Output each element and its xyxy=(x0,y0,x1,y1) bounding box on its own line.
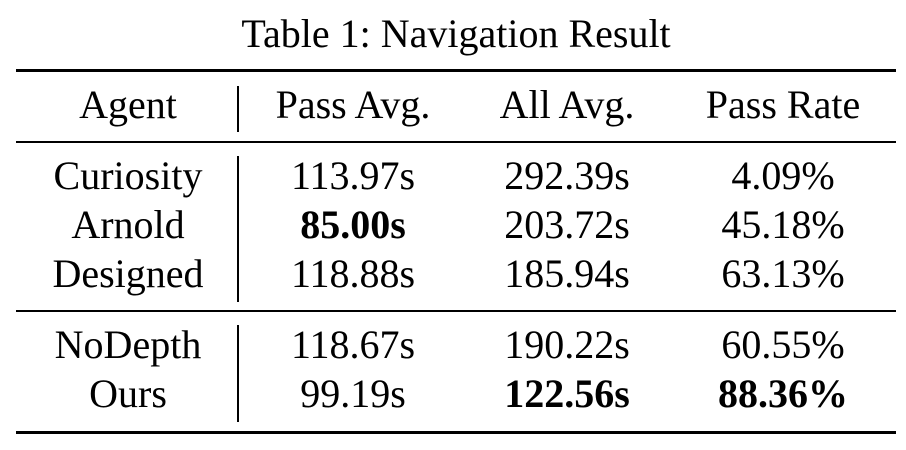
header-rule xyxy=(16,141,896,143)
all-avg-cell: 185.94s xyxy=(504,251,630,296)
header-agent: Agent xyxy=(79,82,177,127)
pass-avg-cell: 99.19s xyxy=(300,371,406,416)
all-avg-cell: 190.22s xyxy=(504,322,630,367)
header-column-separator xyxy=(237,86,239,132)
pass-rate-cell: 88.36% xyxy=(718,371,848,416)
pass-rate-cell: 4.09% xyxy=(731,153,835,198)
agent-cell: NoDepth xyxy=(54,322,202,367)
group2-column-separator xyxy=(237,325,239,422)
top-rule xyxy=(16,69,896,72)
group-rule xyxy=(16,310,896,312)
pass-avg-cell: 118.88s xyxy=(290,251,416,296)
agent-cell: Arnold xyxy=(71,202,185,247)
pass-avg-cell: 118.67s xyxy=(290,322,416,367)
pass-avg-cell: 113.97s xyxy=(290,153,416,198)
header-pass-avg: Pass Avg. xyxy=(275,82,431,127)
all-avg-cell: 292.39s xyxy=(504,153,630,198)
agent-cell: Ours xyxy=(89,371,167,416)
group1-column-separator xyxy=(237,156,239,302)
agent-cell: Designed xyxy=(52,251,204,296)
all-avg-cell: 203.72s xyxy=(504,202,630,247)
header-pass-rate: Pass Rate xyxy=(705,82,861,127)
bottom-rule xyxy=(16,431,896,434)
all-avg-cell: 122.56s xyxy=(504,371,630,416)
table-caption: Table 1: Navigation Result xyxy=(241,11,671,56)
pass-avg-cell: 85.00s xyxy=(300,202,406,247)
agent-cell: Curiosity xyxy=(53,153,203,198)
header-all-avg: All Avg. xyxy=(499,82,635,127)
pass-rate-cell: 60.55% xyxy=(721,322,845,367)
pass-rate-cell: 63.13% xyxy=(721,251,845,296)
pass-rate-cell: 45.18% xyxy=(721,202,845,247)
